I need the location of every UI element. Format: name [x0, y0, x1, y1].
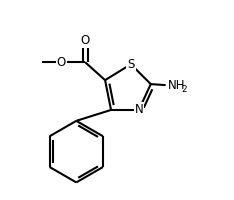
Text: 2: 2: [181, 85, 187, 94]
Text: NH: NH: [168, 79, 185, 92]
Text: S: S: [127, 58, 135, 71]
Text: N: N: [135, 103, 143, 116]
Text: O: O: [57, 56, 66, 69]
Text: O: O: [80, 34, 90, 47]
